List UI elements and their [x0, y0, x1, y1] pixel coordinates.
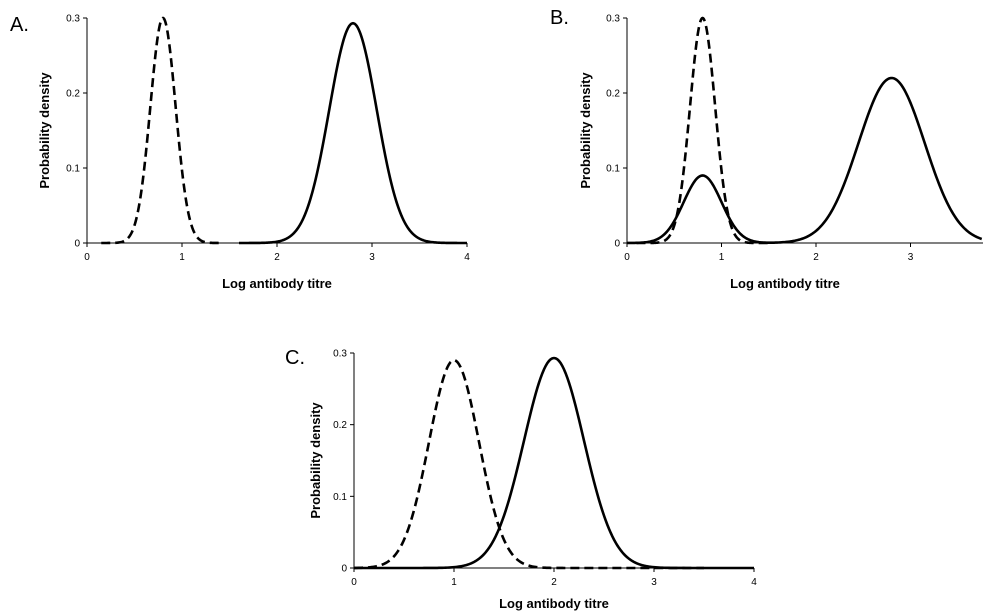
x-tick-label: 0: [624, 252, 630, 263]
y-tick-label: 0.3: [66, 14, 80, 25]
y-tick-label: 0.2: [66, 89, 80, 100]
x-tick-label: 0: [351, 577, 357, 588]
solid-density-curve: [626, 76, 983, 245]
x-axis-title: Log antibody titre: [730, 276, 840, 291]
x-tick-label: 2: [813, 252, 819, 263]
x-axis-title: Log antibody titre: [499, 596, 609, 611]
y-tick-label: 0.1: [66, 164, 80, 175]
y-tick-label: 0.2: [333, 420, 347, 431]
y-tick-label: 0.1: [606, 164, 620, 175]
x-tick-label: 4: [751, 577, 757, 588]
y-tick-label: 0.1: [333, 492, 347, 503]
x-tick-label: 1: [179, 252, 185, 263]
y-tick-label: 0: [74, 239, 80, 250]
y-axis-title: Probability density: [578, 72, 593, 189]
x-tick-label: 1: [451, 577, 457, 588]
x-tick-label: 1: [719, 252, 725, 263]
y-axis-title: Probability density: [37, 72, 52, 189]
solid-density-curve: [239, 21, 467, 245]
panel-b-letter: B.: [550, 7, 569, 29]
y-tick-label: 0.3: [606, 14, 620, 25]
x-tick-label: 3: [651, 577, 657, 588]
panel-c-letter: C.: [285, 347, 305, 369]
dashed-density-curve: [101, 16, 220, 245]
panel-c: C. 0 0.1 0.2 0.3 0 1 2 3 4 Log antibody titre Prob…: [285, 347, 757, 611]
y-tick-label: 0.3: [333, 349, 347, 360]
dashed-density-curve: [636, 16, 769, 245]
y-tick-label: 0: [341, 564, 347, 575]
panel-a: A. 0 0.1 0.2 0.3 0 1 2 3 4 Log antibody titre Prob…: [10, 14, 470, 292]
y-tick-label: 0.2: [606, 89, 620, 100]
x-tick-label: 2: [274, 252, 280, 263]
x-tick-label: 0: [84, 252, 90, 263]
x-tick-label: 3: [369, 252, 375, 263]
x-tick-label: 2: [551, 577, 557, 588]
x-axis-title: Log antibody titre: [222, 276, 332, 291]
panel-a-letter: A.: [10, 14, 29, 36]
solid-density-curve: [354, 356, 754, 570]
y-axis-title: Probability density: [308, 402, 323, 519]
y-tick-label: 0: [614, 239, 620, 250]
x-tick-label: 4: [464, 252, 470, 263]
x-tick-label: 3: [908, 252, 914, 263]
dashed-density-curve: [353, 358, 704, 570]
panel-b: B. 0 0.1 0.2 0.3 0 1 2 3 Log antibody titre Proba…: [550, 7, 983, 291]
